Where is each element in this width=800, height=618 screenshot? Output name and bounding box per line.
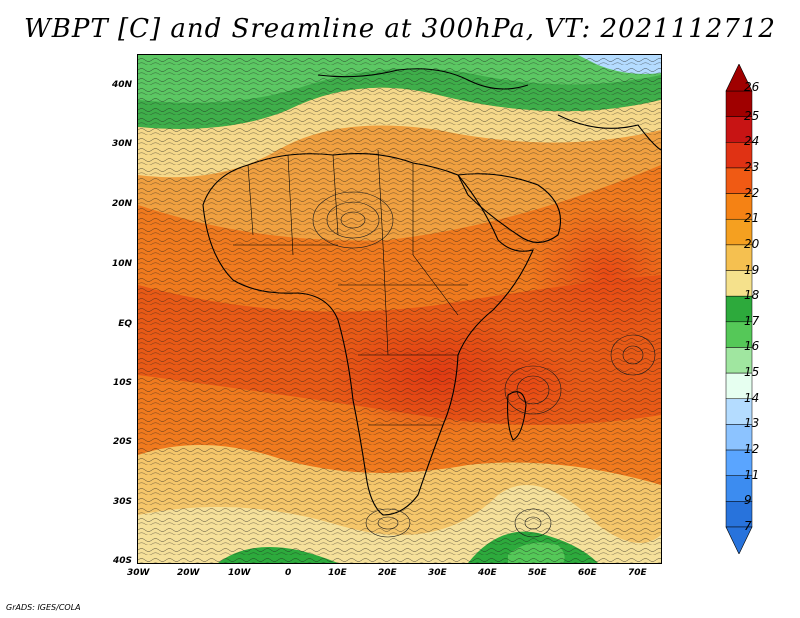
colorbar-top-arrow — [725, 64, 753, 92]
lat-label-40n: 40N — [111, 80, 132, 90]
colorbar-label: 21 — [744, 211, 760, 226]
colorbar-segment — [725, 501, 753, 528]
lon-label-10w: 10W — [228, 568, 251, 578]
colorbar-label: 25 — [744, 108, 760, 123]
colorbar-label: 12 — [744, 442, 760, 457]
colorbar-segment — [725, 270, 753, 297]
colorbar-segment — [725, 193, 753, 220]
colorbar-segment — [725, 295, 753, 323]
lat-label-20s: 20S — [112, 437, 132, 447]
lon-label-50e: 50E — [528, 568, 547, 578]
lat-label-30s: 30S — [112, 497, 132, 507]
lat-label-10s: 10S — [112, 378, 132, 388]
colorbar-segment — [725, 347, 753, 374]
lon-label-20e: 20E — [378, 568, 397, 578]
grads-credit: GrADS: IGES/COLA — [6, 603, 81, 612]
colorbar-label: 26 — [744, 80, 760, 94]
colorbar-segment — [725, 475, 753, 502]
colorbar-segment — [725, 321, 753, 348]
lat-label-10n: 10N — [111, 259, 132, 269]
colorbar-label: 9 — [744, 493, 752, 508]
colorbar-label: 23 — [744, 159, 760, 174]
colorbar-label: 15 — [744, 365, 760, 380]
colorbar-label: 19 — [744, 262, 760, 277]
lat-label-30n: 30N — [111, 139, 132, 149]
lon-label-30e: 30E — [428, 568, 447, 578]
colorbar-label: 20 — [744, 236, 760, 251]
lat-label-40s: 40S — [112, 556, 132, 566]
colorbar-label: 18 — [744, 288, 760, 303]
colorbar-label: 22 — [744, 185, 760, 200]
lat-label-eq: EQ — [118, 319, 132, 329]
lon-label-20w: 20W — [177, 568, 200, 578]
map-panel — [137, 54, 662, 564]
colorbar-bottom-arrow — [725, 526, 753, 554]
map-title: WBPT [C] and Sreamline at 300hPa, VT: 20… — [24, 14, 776, 44]
colorbar-segment — [725, 244, 753, 271]
colorbar-label: 24 — [744, 134, 760, 149]
colorbar-segment — [725, 424, 753, 451]
wbpt-field — [138, 55, 661, 563]
colorbar-segment — [725, 218, 753, 246]
lon-label-40e: 40E — [478, 568, 497, 578]
colorbar-label: 7 — [744, 519, 752, 533]
colorbar-segment — [725, 90, 753, 117]
colorbar-label: 16 — [744, 339, 760, 354]
colorbar-segment — [725, 398, 753, 425]
lon-label-10e: 10E — [328, 568, 347, 578]
colorbar — [725, 64, 753, 554]
lon-label-0: 0 — [285, 568, 292, 578]
colorbar-label: 13 — [744, 416, 760, 431]
lon-label-30w: 30W — [127, 568, 150, 578]
lat-label-20n: 20N — [111, 199, 132, 209]
colorbar-segment — [725, 372, 753, 400]
lon-label-70e: 70E — [628, 568, 647, 578]
country-borders — [202, 68, 661, 516]
lon-label-60e: 60E — [578, 568, 597, 578]
colorbar-segment — [725, 116, 753, 143]
colorbar-label: 17 — [744, 313, 760, 328]
colorbar-segment — [725, 142, 753, 169]
colorbar-label: 14 — [744, 390, 760, 405]
colorbar-label: 11 — [744, 467, 760, 482]
colorbar-segment — [725, 449, 753, 476]
